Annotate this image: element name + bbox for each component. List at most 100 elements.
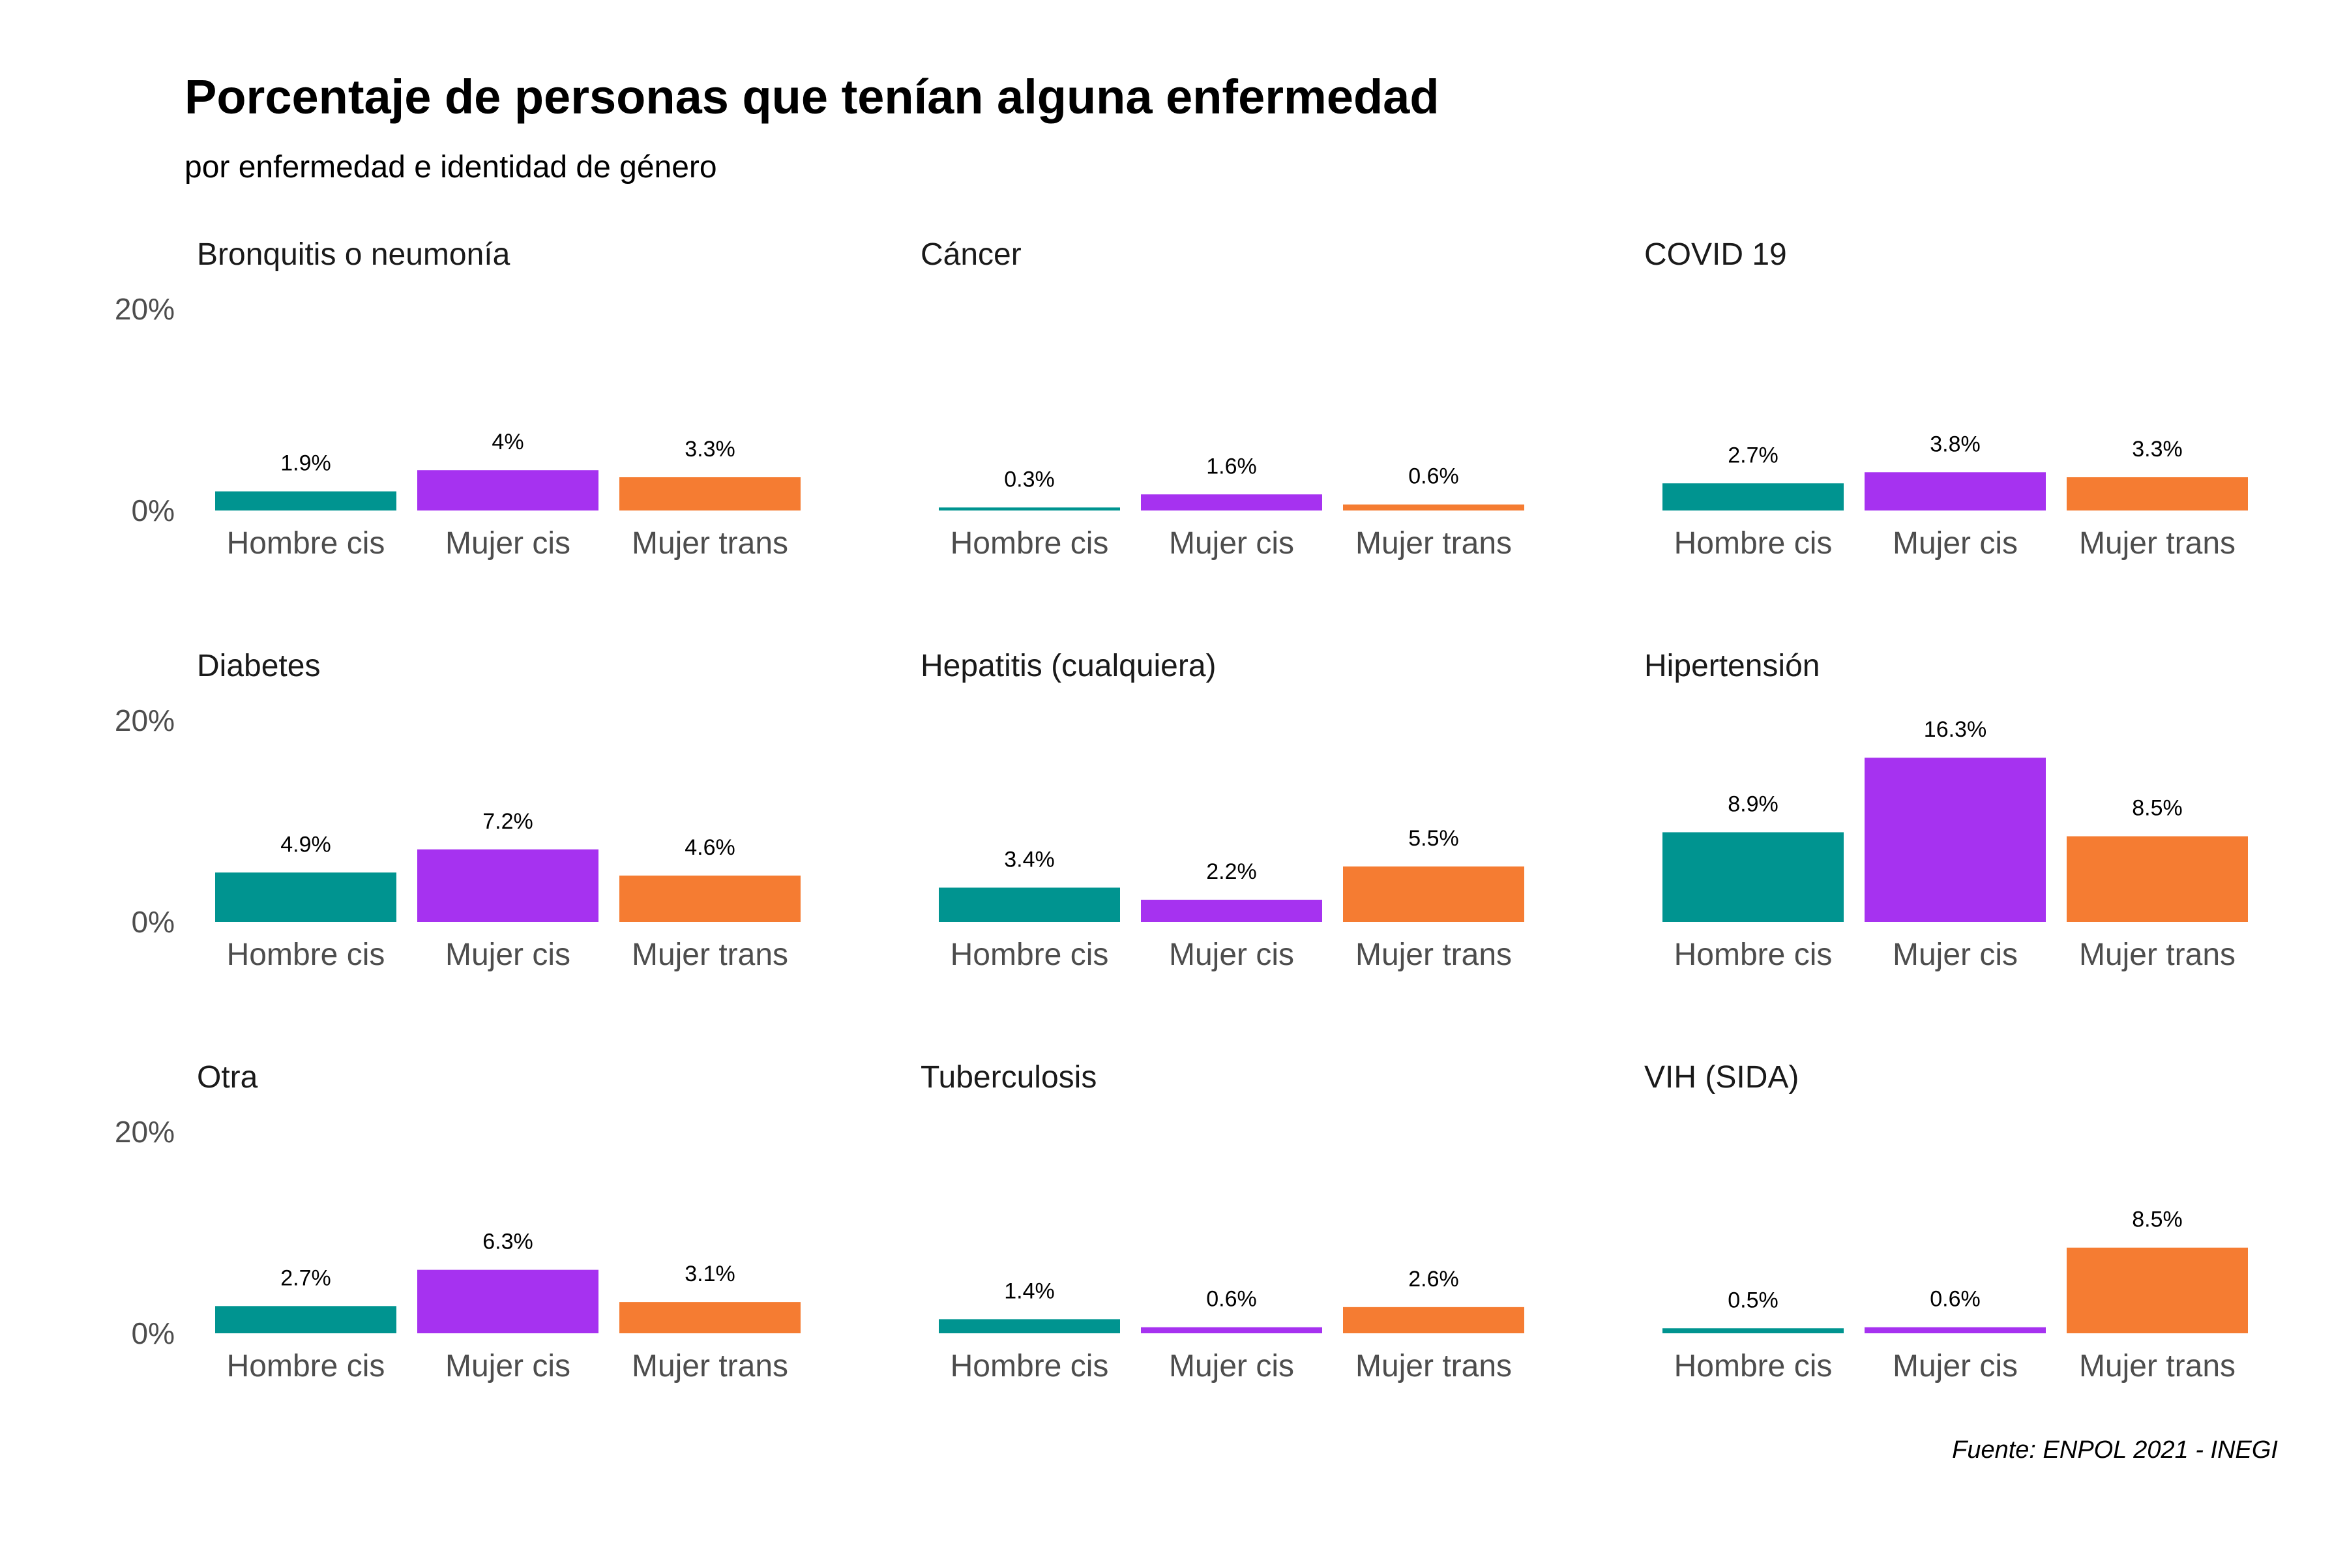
facet-title: Hipertensión — [1644, 649, 1820, 683]
bar — [1141, 494, 1322, 510]
x-tick-label: Hombre cis — [1674, 526, 1833, 561]
x-tick-label: Mujer cis — [1893, 526, 2018, 561]
facet-panel: VIH (SIDA) 0.5% Hombre cis 0.6% Mujer cis 8.5… — [1644, 1060, 2248, 1383]
data-label: 1.6% — [1206, 454, 1257, 479]
data-label: 2.7% — [1728, 443, 1779, 467]
facet-title: Hepatitis (cualquiera) — [921, 649, 1217, 683]
x-tick-label: Hombre cis — [227, 526, 385, 561]
bar — [417, 470, 598, 510]
x-tick-label: Mujer cis — [1169, 938, 1294, 972]
chart-title: Porcentaje de personas que tenían alguna… — [185, 70, 1439, 124]
x-tick-label: Hombre cis — [951, 526, 1109, 561]
y-tick-label: 0% — [132, 494, 175, 527]
bar — [215, 872, 396, 922]
bar — [215, 491, 396, 510]
x-tick-label: Mujer trans — [2079, 938, 2236, 972]
x-tick-label: Mujer cis — [445, 938, 570, 972]
facet-panel: Diabetes 0% 20% 4.9% Hombre cis 7.2% Mujer cis… — [115, 649, 801, 972]
data-label: 2.2% — [1206, 859, 1257, 884]
bar — [939, 887, 1120, 922]
data-label: 5.5% — [1408, 826, 1459, 851]
data-label: 2.7% — [280, 1265, 331, 1290]
x-tick-label: Hombre cis — [1674, 1349, 1833, 1383]
data-label: 8.5% — [2132, 1207, 2183, 1232]
bar — [1343, 1307, 1524, 1333]
bar — [1662, 832, 1844, 922]
facet-title: Tuberculosis — [921, 1060, 1097, 1095]
facet-title: Diabetes — [197, 649, 320, 683]
data-label: 1.4% — [1004, 1279, 1055, 1303]
facet-panel: COVID 19 2.7% Hombre cis 3.8% Mujer cis 3.3% M… — [1644, 237, 2248, 561]
y-tick-label: 20% — [115, 703, 175, 737]
y-tick-label: 0% — [132, 905, 175, 939]
bar — [2067, 477, 2248, 510]
facet-title: Bronquitis o neumonía — [197, 237, 510, 272]
data-label: 0.5% — [1728, 1288, 1779, 1312]
data-label: 0.6% — [1206, 1287, 1257, 1312]
bar — [939, 1319, 1120, 1333]
x-tick-label: Hombre cis — [227, 1349, 385, 1383]
chart-caption: Fuente: ENPOL 2021 - INEGI — [1952, 1436, 2278, 1464]
y-tick-label: 0% — [132, 1316, 175, 1350]
data-label: 0.6% — [1930, 1287, 1981, 1312]
data-label: 4.6% — [685, 835, 735, 860]
bar — [1343, 866, 1524, 922]
x-tick-label: Hombre cis — [1674, 938, 1833, 972]
bar — [417, 849, 598, 922]
bar — [1662, 483, 1844, 510]
data-label: 0.6% — [1408, 464, 1459, 489]
bar — [619, 875, 801, 922]
bar — [1343, 504, 1524, 510]
facet-title: VIH (SIDA) — [1644, 1060, 1799, 1095]
facet-panel: Otra 0% 20% 2.7% Hombre cis 6.3% Mujer cis 3.1%… — [115, 1060, 801, 1383]
facet-panel: Cáncer 0.3% Hombre cis 1.6% Mujer cis 0.6% Muj… — [921, 237, 1524, 561]
bar — [619, 1302, 801, 1333]
x-tick-label: Mujer trans — [1355, 938, 1512, 972]
bar — [1865, 1327, 2046, 1333]
chart-subtitle: por enfermedad e identidad de género — [185, 150, 717, 185]
bar — [939, 507, 1120, 510]
data-label: 3.1% — [685, 1262, 735, 1286]
bar — [1141, 1327, 1322, 1333]
facet-panel: Tuberculosis 1.4% Hombre cis 0.6% Mujer cis 2… — [921, 1060, 1524, 1383]
data-label: 3.3% — [685, 437, 735, 462]
bar — [215, 1306, 396, 1333]
bar — [1865, 758, 2046, 922]
data-label: 3.4% — [1004, 847, 1055, 872]
facet-panel: Bronquitis o neumonía 0% 20% 1.9% Hombre cis… — [115, 237, 801, 561]
bar — [2067, 1247, 2248, 1333]
facet-panel: Hepatitis (cualquiera) 3.4% Hombre cis 2.2%… — [921, 649, 1524, 972]
data-label: 8.9% — [1728, 791, 1779, 816]
x-tick-label: Mujer trans — [632, 526, 788, 561]
x-tick-label: Mujer trans — [2079, 1349, 2236, 1383]
facet-title: COVID 19 — [1644, 237, 1787, 272]
x-tick-label: Mujer trans — [2079, 526, 2236, 561]
data-label: 6.3% — [482, 1230, 533, 1254]
data-label: 2.6% — [1408, 1267, 1459, 1292]
x-tick-label: Mujer trans — [632, 938, 788, 972]
x-tick-label: Mujer trans — [1355, 526, 1512, 561]
bar — [1141, 900, 1322, 922]
facet-panel: Hipertensión 8.9% Hombre cis 16.3% Mujer cis… — [1644, 649, 2248, 972]
facets-group: Bronquitis o neumonía 0% 20% 1.9% Hombre cis… — [115, 237, 2248, 1383]
x-tick-label: Hombre cis — [951, 938, 1109, 972]
data-label: 4% — [492, 430, 524, 454]
data-label: 3.8% — [1930, 432, 1981, 456]
data-label: 7.2% — [482, 809, 533, 834]
x-tick-label: Mujer cis — [1893, 938, 2018, 972]
data-label: 3.3% — [2132, 437, 2183, 462]
bar — [417, 1269, 598, 1333]
y-tick-label: 20% — [115, 292, 175, 326]
data-label: 8.5% — [2132, 796, 2183, 821]
bar — [1662, 1328, 1844, 1333]
x-tick-label: Mujer trans — [632, 1349, 788, 1383]
facet-title: Otra — [197, 1060, 258, 1095]
x-tick-label: Mujer cis — [445, 1349, 570, 1383]
x-tick-label: Hombre cis — [951, 1349, 1109, 1383]
bar — [2067, 836, 2248, 922]
bar — [619, 477, 801, 510]
facet-title: Cáncer — [921, 237, 1022, 272]
x-tick-label: Mujer cis — [1169, 526, 1294, 561]
